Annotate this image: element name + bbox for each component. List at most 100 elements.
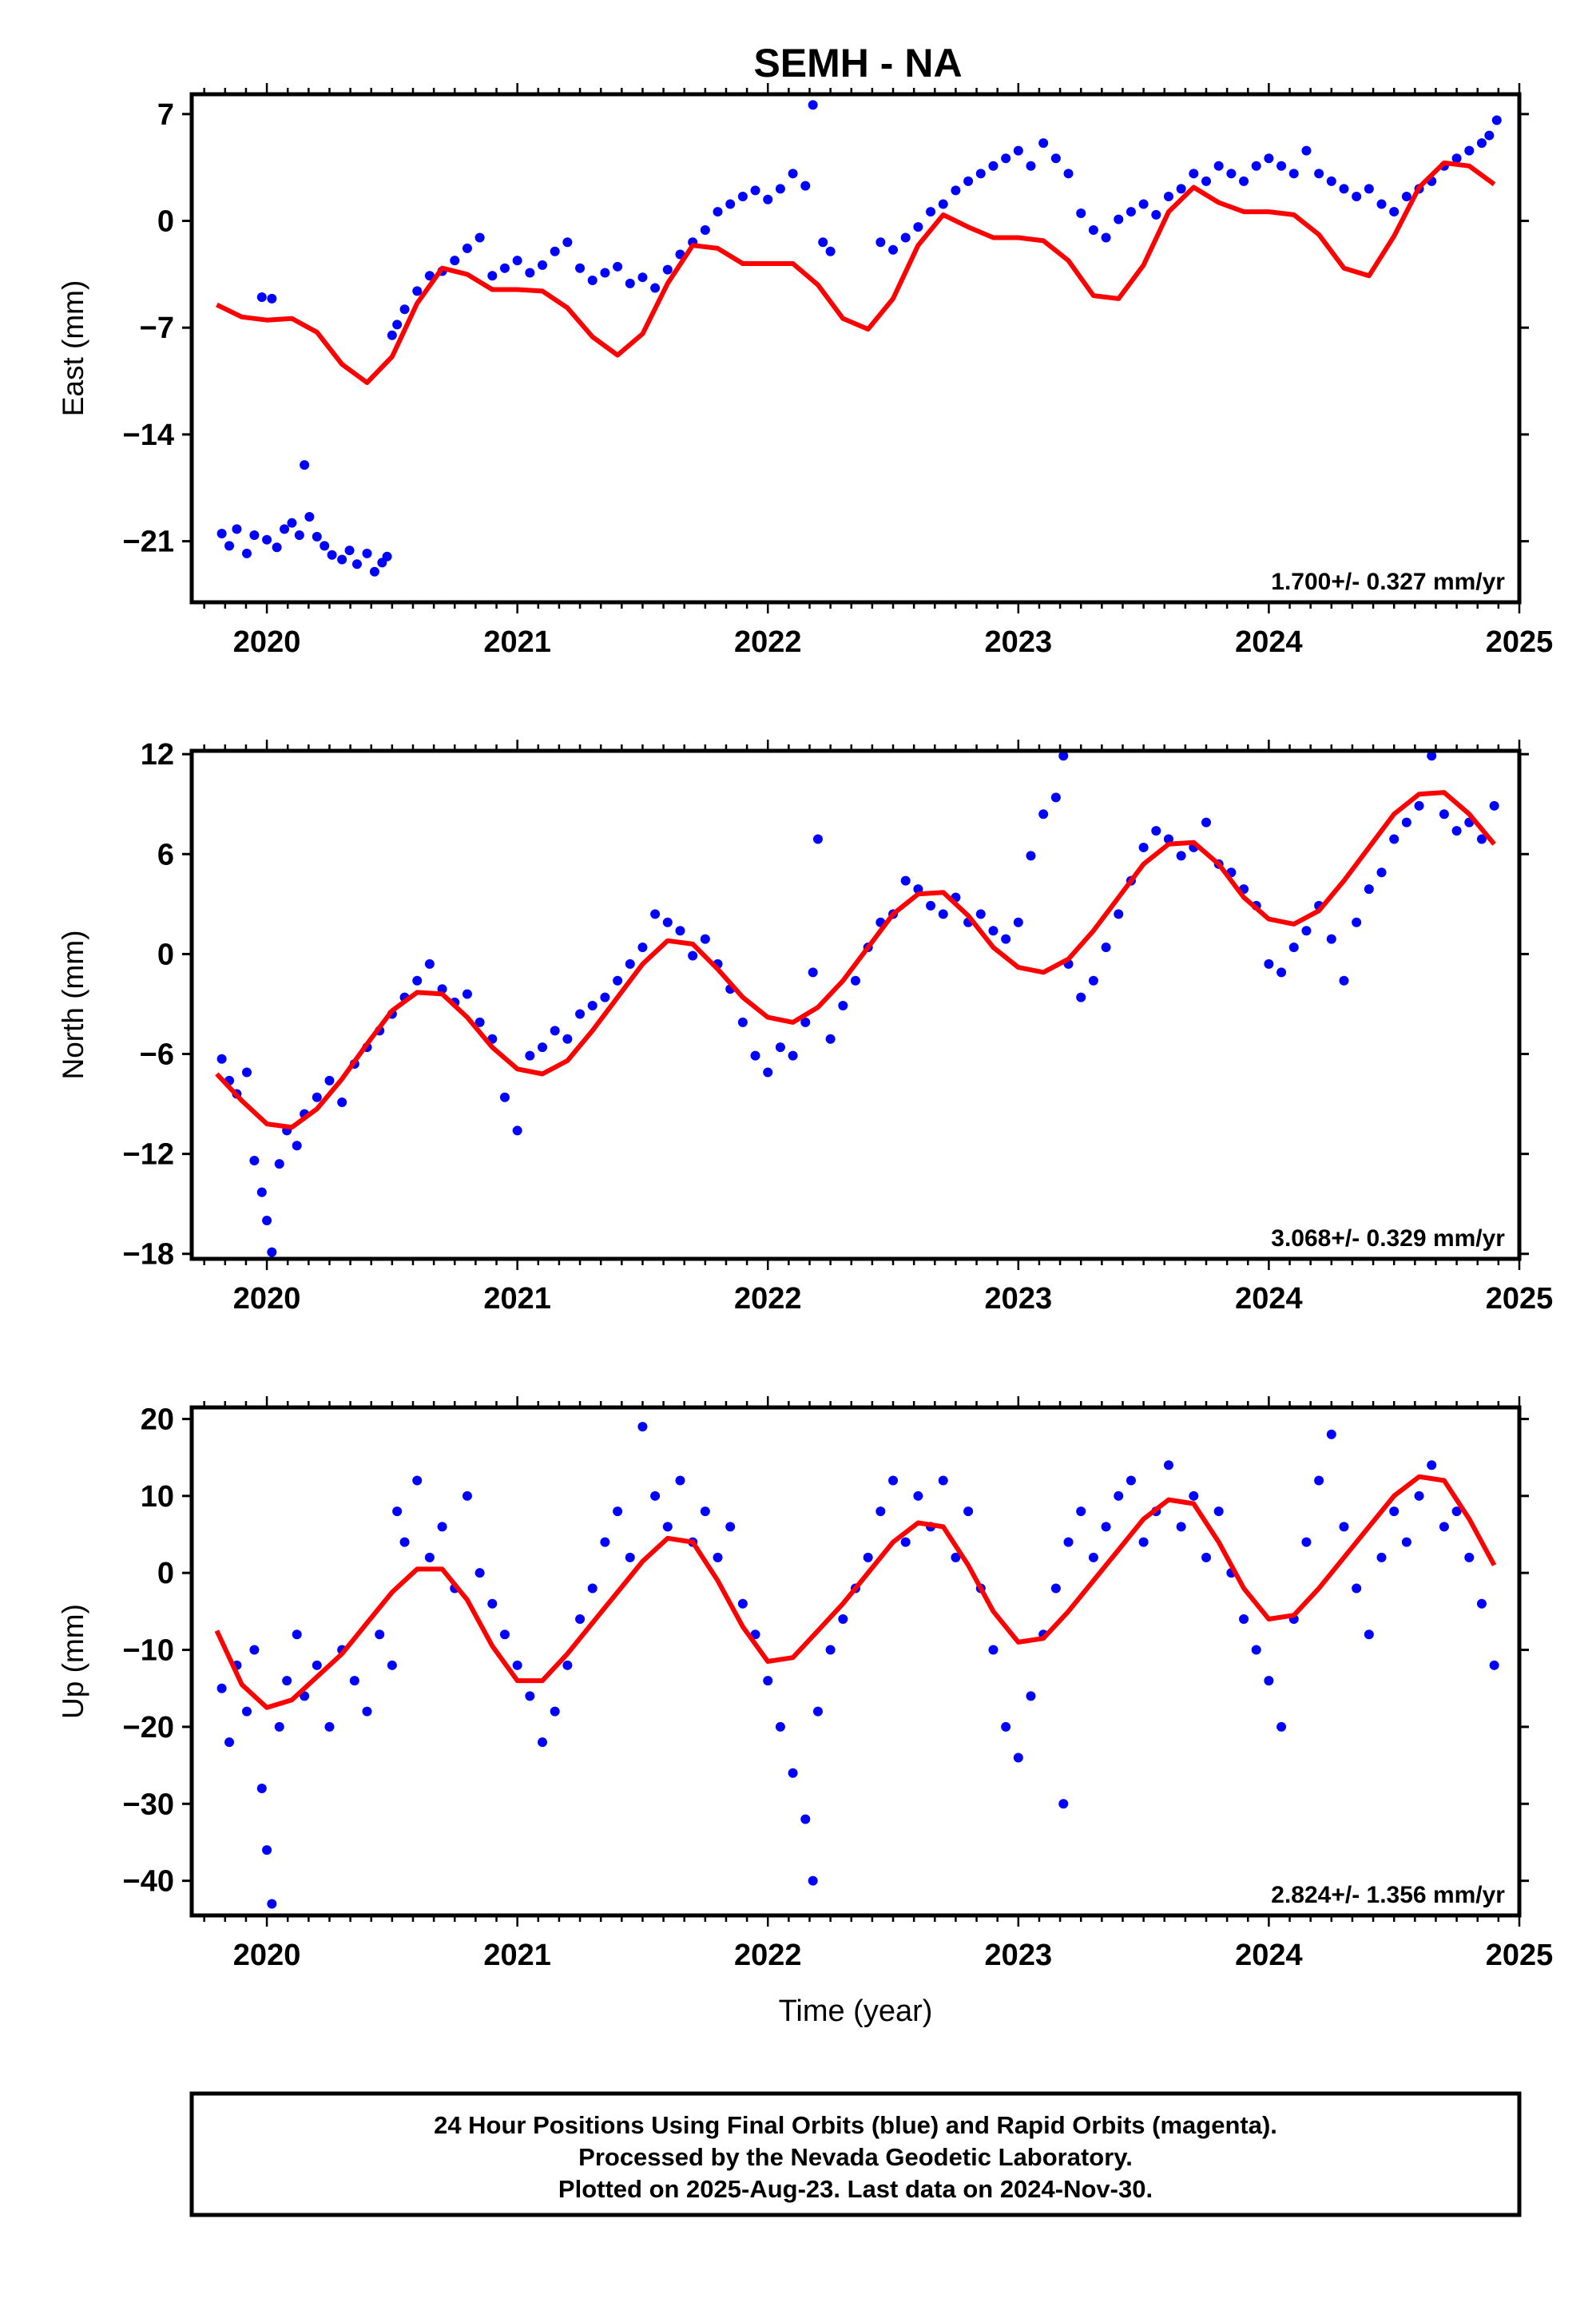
north-data-point: [1301, 926, 1312, 936]
up-xtick-label: 2022: [734, 1939, 802, 1972]
north-ytick-label: −6: [140, 1038, 174, 1072]
east-xtick-label: 2020: [233, 625, 301, 659]
east-data-point: [562, 237, 573, 248]
up-data-point: [1352, 1583, 1362, 1594]
up-data-point: [274, 1721, 284, 1732]
north-data-point: [1451, 826, 1462, 836]
up-data-point: [256, 1784, 267, 1793]
east-rate-label: 1.700+/- 0.327 mm/yr: [1271, 569, 1505, 595]
up-data-point: [282, 1676, 292, 1686]
east-xtick-label: 2024: [1235, 625, 1303, 659]
up-data-point: [875, 1506, 886, 1517]
up-data-point: [1251, 1645, 1261, 1655]
up-data-point: [650, 1490, 661, 1501]
up-data-point: [1427, 1460, 1437, 1471]
north-data-point: [1339, 975, 1349, 986]
up-data-point: [399, 1537, 410, 1547]
east-data-point: [1339, 184, 1349, 194]
up-data-point: [1451, 1506, 1462, 1517]
north-data-point: [256, 1187, 267, 1197]
up-data-point: [575, 1614, 586, 1624]
north-data-point: [600, 992, 610, 1002]
up-data-point: [863, 1552, 873, 1562]
east-data-point: [662, 264, 673, 275]
north-data-point: [926, 900, 936, 911]
east-data-point: [320, 541, 330, 551]
north-data-point: [1476, 834, 1487, 844]
east-data-point: [1050, 153, 1061, 164]
east-data-point: [1213, 161, 1224, 171]
north-data-point: [1414, 800, 1424, 811]
east-data-point: [1401, 191, 1411, 201]
up-data-point: [963, 1506, 974, 1517]
up-data-point: [1401, 1537, 1411, 1547]
up-data-point: [1339, 1522, 1349, 1532]
east-data-point: [294, 530, 304, 540]
east-data-point: [1226, 169, 1237, 179]
up-data-point: [538, 1737, 548, 1748]
east-data-point: [369, 566, 379, 577]
chart-title: SEMH - NA: [753, 41, 962, 85]
east-data-point: [232, 524, 242, 534]
east-data-point: [737, 191, 748, 201]
north-data-point: [800, 1017, 811, 1027]
east-data-point: [462, 243, 472, 253]
east-data-point: [913, 222, 923, 232]
north-ytick-label: −12: [123, 1138, 174, 1172]
up-rate-label: 2.824+/- 1.356 mm/yr: [1271, 1882, 1505, 1908]
north-data-point: [512, 1125, 522, 1136]
east-data-point: [808, 100, 818, 110]
east-data-point: [650, 283, 661, 293]
east-data-point: [875, 237, 886, 248]
up-data-point: [788, 1768, 798, 1778]
east-data-point: [1201, 176, 1212, 186]
north-data-point: [1439, 809, 1449, 820]
north-data-point: [1364, 884, 1374, 895]
east-data-point: [775, 184, 785, 194]
east-data-point: [512, 256, 522, 266]
up-data-point: [700, 1506, 710, 1517]
east-data-point: [1189, 169, 1199, 179]
east-data-point: [241, 548, 252, 558]
east-data-point: [256, 292, 267, 303]
up-data-point: [662, 1522, 673, 1532]
east-data-point: [800, 181, 811, 191]
north-data-point: [650, 909, 661, 919]
north-data-point: [700, 934, 710, 944]
north-ytick-label: −18: [123, 1238, 174, 1272]
east-data-point: [382, 551, 392, 562]
north-model-curve: [215, 790, 1496, 1130]
east-data-point: [1476, 138, 1487, 149]
east-ytick-label: 0: [157, 205, 174, 239]
north-data-point: [337, 1097, 347, 1107]
north-data-point: [775, 1042, 785, 1053]
up-data-point: [241, 1706, 252, 1717]
north-data-point: [274, 1159, 284, 1169]
east-data-point: [1364, 184, 1374, 194]
north-data-point: [1352, 917, 1362, 927]
east-data-point: [1314, 169, 1324, 179]
east-data-point: [975, 169, 986, 179]
east-data-point: [963, 176, 974, 186]
north-data-point: [851, 975, 860, 986]
east-y-axis-label: East (mm): [57, 280, 89, 417]
east-data-point: [280, 524, 290, 534]
up-data-point: [1176, 1522, 1186, 1532]
up-ytick-label: −20: [123, 1711, 174, 1744]
x-axis-label: Time (year): [779, 1995, 933, 2028]
up-ytick-label: −30: [123, 1788, 174, 1821]
east-ytick-label: −14: [123, 419, 174, 452]
north-data-point: [437, 984, 447, 994]
north-data-point: [1163, 834, 1173, 844]
east-data-point: [763, 194, 773, 204]
up-data-point: [550, 1706, 560, 1717]
east-data-point: [267, 293, 277, 304]
up-data-point: [825, 1645, 836, 1655]
east-data-point: [351, 559, 362, 570]
east-data-point: [1389, 207, 1399, 217]
north-data-point: [1076, 992, 1086, 1002]
up-data-point: [1101, 1522, 1111, 1532]
up-data-point: [725, 1522, 736, 1532]
up-data-point: [1301, 1537, 1312, 1547]
